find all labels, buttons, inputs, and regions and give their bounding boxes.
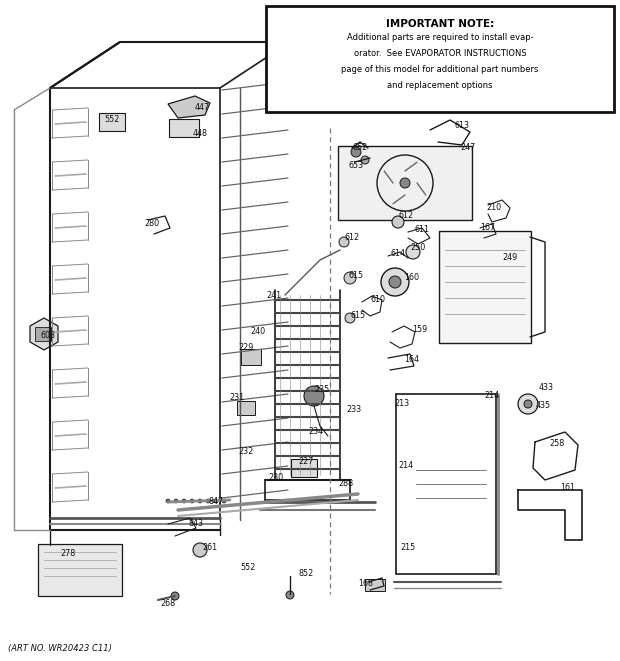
- Text: 210: 210: [487, 204, 502, 212]
- Text: 278: 278: [60, 549, 76, 559]
- Text: 852: 852: [298, 570, 314, 578]
- Text: 552: 552: [104, 116, 120, 124]
- FancyBboxPatch shape: [266, 6, 614, 112]
- Text: 268: 268: [161, 600, 175, 609]
- Text: 229: 229: [238, 344, 254, 352]
- Text: 258: 258: [549, 440, 565, 449]
- Text: 160: 160: [404, 274, 420, 282]
- Text: 240: 240: [250, 327, 265, 336]
- Circle shape: [406, 245, 420, 259]
- Text: 168: 168: [358, 580, 373, 588]
- FancyBboxPatch shape: [439, 231, 531, 343]
- Circle shape: [304, 386, 324, 406]
- Text: 447: 447: [195, 104, 210, 112]
- Circle shape: [174, 499, 178, 503]
- Circle shape: [171, 592, 179, 600]
- Text: 167: 167: [480, 223, 495, 233]
- Text: 448: 448: [192, 128, 208, 137]
- Text: 215: 215: [401, 543, 415, 553]
- Text: 615: 615: [348, 272, 363, 280]
- Text: 214: 214: [399, 461, 414, 471]
- Polygon shape: [30, 318, 58, 350]
- Circle shape: [193, 543, 207, 557]
- Circle shape: [351, 147, 361, 157]
- Circle shape: [286, 591, 294, 599]
- Circle shape: [206, 499, 210, 503]
- Circle shape: [518, 394, 538, 414]
- Text: 615: 615: [350, 311, 366, 321]
- Text: 249: 249: [502, 254, 518, 262]
- FancyBboxPatch shape: [365, 579, 385, 591]
- Circle shape: [190, 499, 194, 503]
- Text: 611: 611: [415, 225, 430, 235]
- Text: (ART NO. WR20423 C11): (ART NO. WR20423 C11): [8, 644, 112, 652]
- Text: 159: 159: [412, 325, 428, 334]
- Text: 214: 214: [484, 391, 500, 401]
- Circle shape: [392, 216, 404, 228]
- FancyBboxPatch shape: [237, 401, 255, 415]
- Text: 241: 241: [267, 292, 281, 301]
- FancyBboxPatch shape: [99, 113, 125, 131]
- Text: 433: 433: [539, 383, 554, 393]
- Text: 608: 608: [40, 332, 56, 340]
- Text: 213: 213: [394, 399, 410, 408]
- Circle shape: [361, 156, 369, 164]
- Circle shape: [198, 499, 202, 503]
- Text: 250: 250: [410, 243, 425, 253]
- Text: 234: 234: [308, 428, 324, 436]
- Text: 613: 613: [454, 122, 469, 130]
- Circle shape: [182, 499, 186, 503]
- Circle shape: [389, 276, 401, 288]
- Circle shape: [400, 178, 410, 188]
- Text: 164: 164: [404, 356, 420, 364]
- Circle shape: [344, 272, 356, 284]
- Text: 610: 610: [371, 295, 386, 305]
- Circle shape: [222, 499, 226, 503]
- Text: and replacement options: and replacement options: [388, 81, 493, 91]
- Text: Additional parts are required to install evap-: Additional parts are required to install…: [347, 34, 533, 42]
- Text: IMPORTANT NOTE:: IMPORTANT NOTE:: [386, 19, 494, 29]
- Text: 843: 843: [188, 520, 203, 529]
- FancyBboxPatch shape: [35, 327, 51, 341]
- Text: 233: 233: [347, 405, 361, 414]
- Text: 847: 847: [208, 498, 224, 506]
- Circle shape: [381, 268, 409, 296]
- Text: 227: 227: [298, 457, 314, 467]
- Circle shape: [166, 499, 170, 503]
- Text: 231: 231: [229, 393, 244, 403]
- Text: 261: 261: [203, 543, 218, 553]
- Text: 230: 230: [268, 473, 283, 483]
- FancyBboxPatch shape: [241, 349, 261, 365]
- Polygon shape: [168, 96, 210, 118]
- Text: 247: 247: [461, 143, 476, 153]
- Text: 232: 232: [238, 447, 254, 457]
- Text: 161: 161: [560, 483, 575, 492]
- Circle shape: [339, 237, 349, 247]
- FancyBboxPatch shape: [169, 119, 199, 137]
- Text: 614: 614: [391, 249, 405, 258]
- Circle shape: [345, 313, 355, 323]
- Text: 552: 552: [241, 563, 255, 572]
- Text: 652: 652: [352, 143, 368, 153]
- FancyBboxPatch shape: [38, 544, 122, 596]
- Text: 235: 235: [314, 385, 330, 395]
- Circle shape: [524, 400, 532, 408]
- FancyBboxPatch shape: [291, 459, 317, 477]
- Circle shape: [214, 499, 218, 503]
- Text: 435: 435: [536, 401, 551, 410]
- Text: 612: 612: [345, 233, 360, 243]
- Text: orator.  See EVAPORATOR INSTRUCTIONS: orator. See EVAPORATOR INSTRUCTIONS: [353, 50, 526, 59]
- FancyBboxPatch shape: [338, 146, 472, 220]
- Text: 288: 288: [339, 479, 353, 488]
- Text: 612: 612: [399, 212, 414, 221]
- Text: 653: 653: [348, 161, 363, 171]
- Text: 280: 280: [144, 219, 159, 229]
- Text: page of this model for additional part numbers: page of this model for additional part n…: [342, 65, 539, 75]
